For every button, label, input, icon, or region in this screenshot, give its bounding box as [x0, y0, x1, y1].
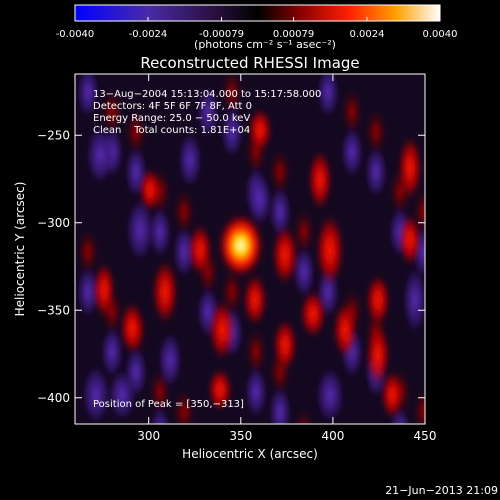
colorbar-unit-label: (photons cm⁻² s⁻¹ asec⁻²) — [194, 38, 336, 51]
heatmap-blob — [243, 274, 267, 326]
heatmap-blob — [248, 174, 272, 226]
colorbar-tick-label: -0.0024 — [129, 29, 168, 40]
annotation-line: 13−Aug−2004 15:13:04.000 to 15:17:58.000 — [93, 89, 321, 100]
heatmap-blob — [188, 224, 212, 276]
y-tick-label: −250 — [37, 128, 70, 142]
annotation-line: Clean Total counts: 1.81E+04 — [93, 125, 250, 136]
heatmap-blob — [300, 290, 326, 338]
heatmap-blob — [246, 330, 266, 374]
heatmap-blob — [222, 74, 242, 114]
heatmap-blob — [126, 110, 146, 154]
heatmap-blob — [366, 325, 390, 385]
heatmap-blob — [414, 390, 425, 424]
heatmap-blob — [77, 74, 99, 118]
heatmap-blob — [120, 302, 144, 354]
heatmap-blob — [365, 146, 387, 198]
heatmap-blob — [366, 274, 390, 326]
heatmap-blob — [245, 366, 267, 418]
heatmap-blob — [78, 230, 98, 274]
heatmap — [75, 74, 425, 424]
heatmap-blob — [126, 198, 154, 262]
heatmap-blob — [366, 110, 386, 154]
heatmap-blob — [209, 300, 235, 360]
heatmap-blob — [273, 319, 297, 371]
annotation-line: Detectors: 4F 5F 6F 7F 8F, Att 0 — [93, 101, 252, 112]
x-axis-label: Heliocentric X (arcsec) — [182, 447, 318, 461]
heatmap-blob — [149, 406, 171, 424]
x-axis-ticks: 300 350 400 450 — [137, 74, 436, 443]
heatmap-blob — [398, 136, 422, 200]
heatmap-blob — [108, 369, 136, 421]
heatmap-blob — [178, 132, 202, 188]
heatmap-blob — [293, 246, 315, 298]
chart-title: Reconstructed RHESSI Image — [140, 54, 359, 72]
heatmap-blob — [333, 302, 357, 358]
y-axis-ticks: −250 −300 −350 −400 — [37, 128, 425, 405]
heatmap-blob — [208, 368, 232, 412]
heatmap-blob — [174, 190, 194, 234]
heatmap-blob — [77, 266, 99, 318]
heatmap-blob — [342, 90, 362, 134]
heatmap-blob — [269, 186, 291, 238]
heatmap-blob — [197, 86, 219, 138]
heatmap-blob — [270, 150, 290, 194]
heatmap-blob — [93, 262, 115, 318]
heatmap-blob — [158, 332, 182, 388]
heatmap-blob — [221, 106, 243, 158]
heatmap-blob — [269, 386, 291, 424]
colorbar-tick-label: -0.0040 — [56, 29, 95, 40]
y-axis-label: Heliocentric Y (arcsec) — [13, 182, 27, 317]
annotation-line: Energy Range: 25.0 − 50.0 keV — [93, 113, 250, 124]
heatmap-blob — [316, 214, 344, 286]
footer-timestamp: 21−Jun−2013 21:09 — [385, 484, 498, 497]
heatmap-blob — [316, 367, 344, 423]
colorbar-gradient — [74, 4, 441, 22]
x-tick-label: 450 — [414, 429, 437, 443]
heatmap-blob — [86, 125, 114, 185]
heatmap-blob — [272, 225, 298, 285]
heatmap-blob — [174, 390, 194, 424]
colorbar-ticks — [74, 17, 441, 21]
heatmap-blob — [152, 260, 178, 324]
heatmap-blob — [403, 266, 425, 334]
y-tick-label: −400 — [37, 391, 70, 405]
heatmap-blob — [101, 326, 123, 378]
heatmap-blob — [399, 214, 421, 266]
y-tick-label: −350 — [37, 303, 70, 317]
heatmap-blob — [381, 371, 403, 419]
heatmap-blob — [294, 410, 314, 424]
y-tick-label: −300 — [37, 216, 70, 230]
colorbar-tick-label: -0.00079 — [199, 29, 244, 40]
heatmap-blob — [220, 217, 261, 274]
heatmap-blob — [102, 90, 122, 134]
colorbar-tick-labels: -0.0040 -0.0024 -0.00079 0.00079 0.0024 0.004… — [56, 29, 458, 40]
colorbar-tick-label: 0.0040 — [423, 29, 458, 40]
heatmap-blob — [149, 206, 171, 258]
heatmap-blob — [317, 74, 339, 118]
colorbar-tick-label: 0.0024 — [350, 29, 385, 40]
heatmap-blob — [248, 108, 272, 152]
heatmap-blobs — [77, 74, 425, 424]
plot-frame — [74, 73, 426, 425]
heatmap-blob — [294, 210, 314, 254]
heatmap-blob — [82, 365, 110, 424]
x-tick-label: 350 — [229, 429, 252, 443]
peak-position-label: Position of Peak = [350,−313] — [93, 399, 244, 410]
annotations: 13−Aug−2004 15:13:04.000 to 15:17:58.000… — [93, 89, 321, 410]
heatmap-blob — [341, 126, 363, 178]
colorbar-tick-label: 0.00079 — [273, 29, 314, 40]
heatmap-blob — [308, 150, 332, 210]
x-tick-label: 300 — [137, 429, 160, 443]
x-tick-label: 400 — [321, 429, 344, 443]
colorbar: -0.0040 -0.0024 -0.00079 0.00079 0.0024 0.004… — [56, 4, 458, 51]
